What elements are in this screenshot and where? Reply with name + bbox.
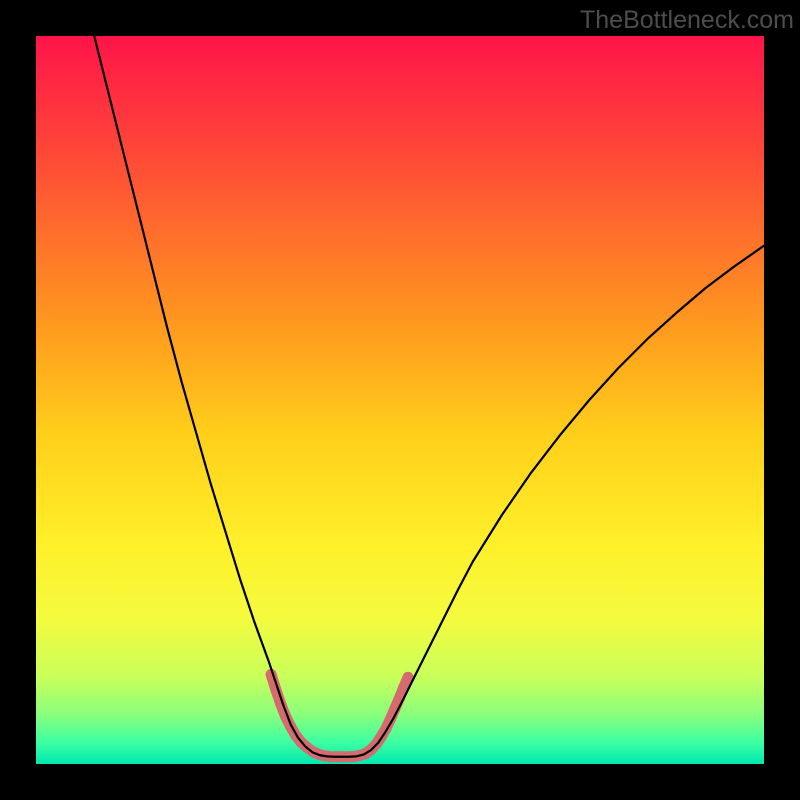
plot-area — [36, 36, 764, 764]
watermark-text: TheBottleneck.com — [580, 6, 794, 35]
main-curve — [94, 36, 764, 757]
curve-layer — [36, 36, 764, 764]
chart-canvas: TheBottleneck.com — [0, 0, 800, 800]
